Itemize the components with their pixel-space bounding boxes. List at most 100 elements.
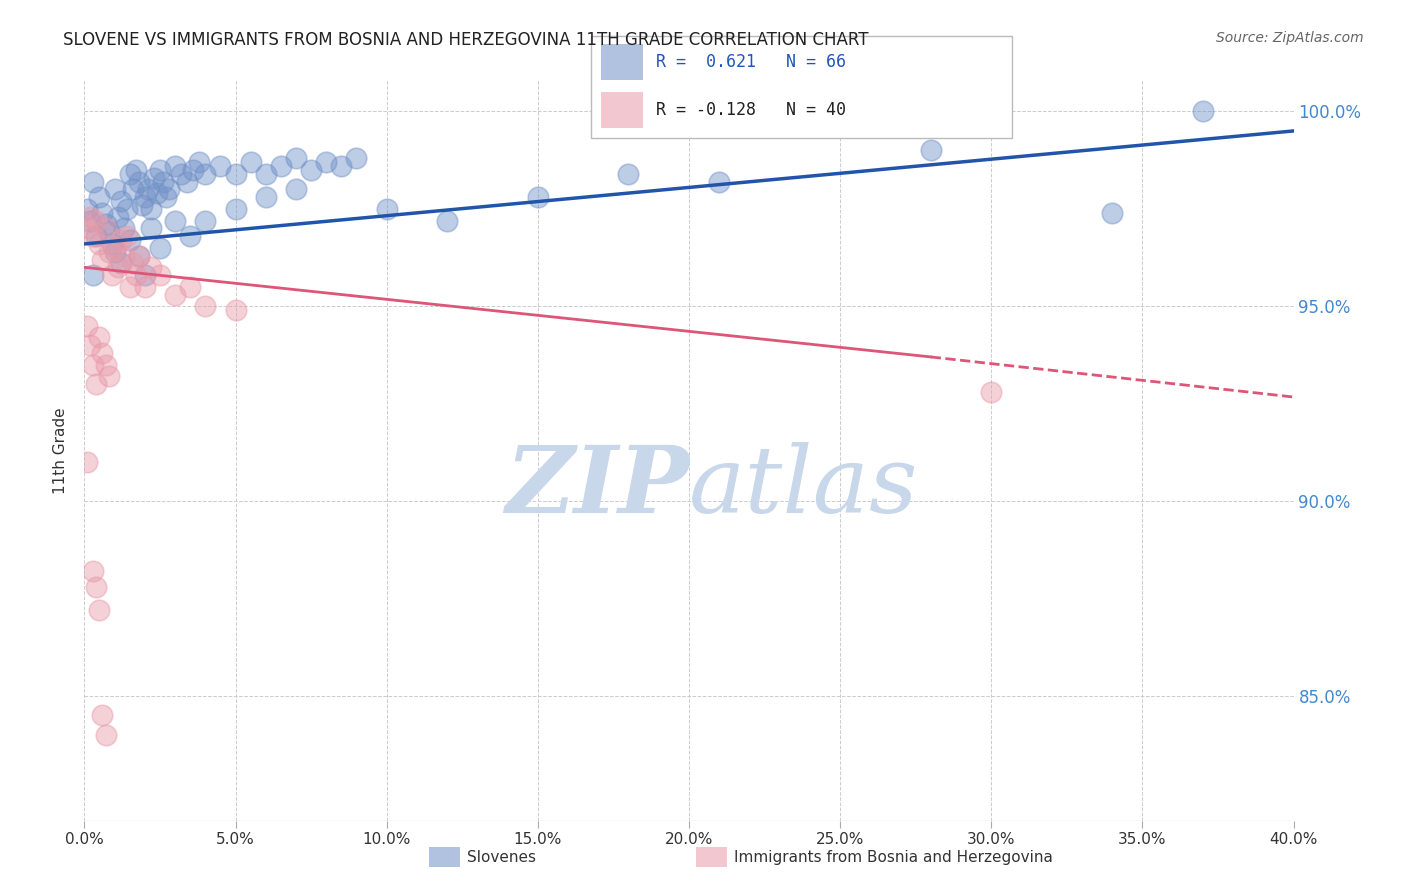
Point <box>118 233 141 247</box>
Point <box>91 206 114 220</box>
Point <box>97 244 120 259</box>
Point <box>89 236 111 251</box>
Point <box>91 708 114 723</box>
Point <box>270 159 292 173</box>
Text: Source: ZipAtlas.com: Source: ZipAtlas.com <box>1216 31 1364 45</box>
Point <box>155 190 177 204</box>
Point <box>121 256 143 270</box>
Point <box>94 358 117 372</box>
Point <box>91 346 114 360</box>
Point <box>115 202 138 216</box>
Point <box>86 377 108 392</box>
Point <box>86 580 108 594</box>
Point <box>165 213 187 227</box>
Point <box>1101 206 1123 220</box>
Point <box>194 299 217 313</box>
Point <box>118 280 141 294</box>
Point <box>125 162 148 177</box>
Point <box>149 268 172 282</box>
Point <box>139 221 162 235</box>
Point <box>79 210 101 224</box>
Point <box>128 249 150 263</box>
Point <box>165 287 187 301</box>
Point <box>617 167 640 181</box>
Point <box>170 167 193 181</box>
Text: SLOVENE VS IMMIGRANTS FROM BOSNIA AND HERZEGOVINA 11TH GRADE CORRELATION CHART: SLOVENE VS IMMIGRANTS FROM BOSNIA AND HE… <box>63 31 869 49</box>
Point <box>179 280 201 294</box>
Point <box>346 151 368 165</box>
Point <box>179 229 201 244</box>
Point <box>89 190 111 204</box>
Point <box>285 182 308 196</box>
Point <box>920 144 942 158</box>
Point <box>97 369 120 384</box>
Y-axis label: 11th Grade: 11th Grade <box>53 407 69 494</box>
Point <box>110 233 132 247</box>
Point <box>82 229 104 244</box>
Point <box>79 338 101 352</box>
Point <box>94 218 117 232</box>
Text: Immigrants from Bosnia and Herzegovina: Immigrants from Bosnia and Herzegovina <box>734 850 1053 864</box>
Point <box>225 167 247 181</box>
Point <box>709 175 731 189</box>
Point <box>209 159 232 173</box>
Bar <box>602 92 643 128</box>
Point <box>110 256 132 270</box>
Point <box>299 162 322 177</box>
Point <box>134 190 156 204</box>
Point <box>79 213 101 227</box>
Point <box>76 318 98 333</box>
Point <box>315 155 337 169</box>
Point <box>194 167 217 181</box>
Point <box>104 241 127 255</box>
Point <box>82 358 104 372</box>
Point <box>76 455 98 469</box>
Point <box>152 175 174 189</box>
Point <box>254 167 277 181</box>
Point <box>134 280 156 294</box>
Point <box>91 252 114 267</box>
Text: Slovenes: Slovenes <box>467 850 536 864</box>
Point <box>128 249 150 263</box>
Point <box>107 210 129 224</box>
Point <box>176 175 198 189</box>
Point <box>146 186 169 201</box>
Point <box>128 175 150 189</box>
Point <box>139 260 162 275</box>
FancyBboxPatch shape <box>591 36 1012 138</box>
Point <box>149 162 172 177</box>
Point <box>104 244 127 259</box>
Point <box>1192 104 1215 119</box>
Point <box>86 229 108 244</box>
Point <box>100 268 122 282</box>
Point <box>136 182 159 196</box>
Point <box>76 202 98 216</box>
Point <box>118 167 141 181</box>
Point <box>157 182 180 196</box>
Point <box>125 268 148 282</box>
Point <box>181 162 204 177</box>
Point <box>142 170 165 185</box>
Point <box>112 221 135 235</box>
Point <box>94 728 117 742</box>
Point <box>225 303 247 318</box>
Point <box>82 268 104 282</box>
Point <box>82 175 104 189</box>
Point <box>254 190 277 204</box>
Point <box>134 268 156 282</box>
Point <box>97 225 120 239</box>
Point <box>330 159 353 173</box>
Point <box>375 202 398 216</box>
Point <box>82 564 104 578</box>
Text: R =  0.621   N = 66: R = 0.621 N = 66 <box>655 53 846 70</box>
Point <box>139 202 162 216</box>
Point <box>131 198 153 212</box>
Point <box>104 182 127 196</box>
Point <box>225 202 247 216</box>
Point <box>107 260 129 275</box>
Point <box>89 330 111 344</box>
Point <box>436 213 458 227</box>
Point <box>527 190 550 204</box>
Point <box>285 151 308 165</box>
Point <box>121 182 143 196</box>
